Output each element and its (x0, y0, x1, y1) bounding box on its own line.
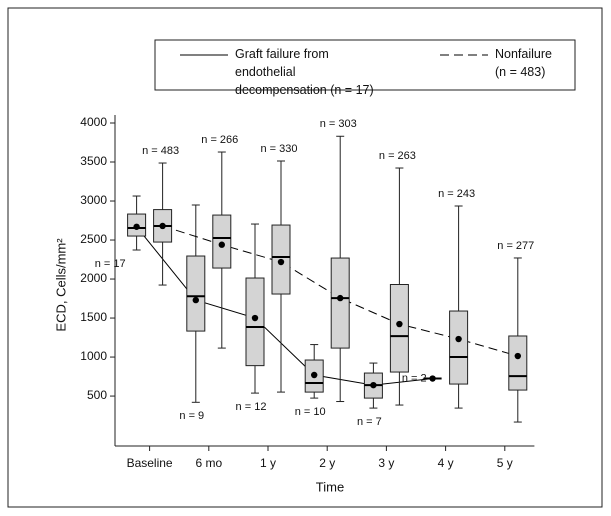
mean-dot (396, 320, 403, 328)
box (245, 277, 265, 367)
x-tick-label: 6 mo (195, 456, 222, 470)
mean-dot (370, 381, 377, 389)
box (389, 284, 409, 373)
y-tick-label: 500 (87, 388, 107, 402)
legend-box (154, 39, 576, 91)
n-label: n = 10 (295, 406, 326, 418)
legend-label: Nonfailure (n = 483) (495, 47, 552, 79)
n-label: n = 7 (357, 416, 382, 428)
frame (7, 7, 603, 508)
y-tick-label: 3500 (80, 154, 107, 168)
x-tick-label: 5 y (497, 456, 513, 470)
n-label: n = 2 (402, 372, 427, 384)
legend-line-text: Graft failure from (235, 47, 329, 61)
mean-dot (192, 296, 199, 304)
x-axis-label: Time (316, 479, 344, 494)
y-tick-label: 4000 (80, 115, 107, 129)
n-label: n = 9 (179, 410, 204, 422)
x-tick-label: Baseline (127, 456, 173, 470)
n-label: n = 483 (142, 145, 179, 157)
y-axis-label: ECD, Cells/mm² (53, 238, 68, 332)
mean-dot (133, 223, 140, 230)
mean-dot (311, 371, 318, 379)
y-tick-label: 1000 (80, 349, 107, 363)
n-label: n = 303 (320, 118, 357, 130)
mean-dot (429, 375, 436, 382)
legend-line-text: endothelial (235, 65, 295, 79)
x-tick-label: 1 y (260, 456, 276, 470)
legend-line-text: decompensation (n = 17) (235, 83, 374, 97)
legend-line-text: (n = 483) (495, 65, 545, 79)
legend-label: Graft failure from endothelial decompensat… (235, 47, 374, 97)
legend-line-text: Nonfailure (495, 47, 552, 61)
n-label: n = 330 (260, 143, 297, 155)
mean-dot (218, 241, 225, 248)
box (508, 335, 528, 391)
mean-dot (337, 294, 344, 302)
y-tick-label: 3000 (80, 193, 107, 207)
mean-dot (277, 258, 285, 266)
mean-line (136, 226, 433, 386)
box (186, 255, 206, 332)
n-label: n = 12 (236, 401, 267, 413)
mean-dot (159, 222, 166, 230)
y-tick-label: 1500 (80, 310, 107, 324)
box (330, 257, 350, 349)
n-label: n = 17 (95, 258, 126, 270)
x-tick-label: 2 y (319, 456, 335, 470)
box (449, 310, 469, 385)
n-label: n = 243 (438, 188, 475, 200)
x-tick-label: 3 y (378, 456, 394, 470)
n-label: n = 277 (497, 240, 534, 252)
mean-dot (251, 314, 259, 322)
x-tick-label: 4 y (438, 456, 454, 470)
n-label: n = 266 (201, 134, 238, 146)
mean-dot (514, 352, 521, 360)
y-tick-label: 2500 (80, 232, 107, 246)
y-tick-label: 2000 (80, 271, 107, 285)
n-label: n = 263 (379, 150, 416, 162)
mean-dot (455, 335, 462, 343)
